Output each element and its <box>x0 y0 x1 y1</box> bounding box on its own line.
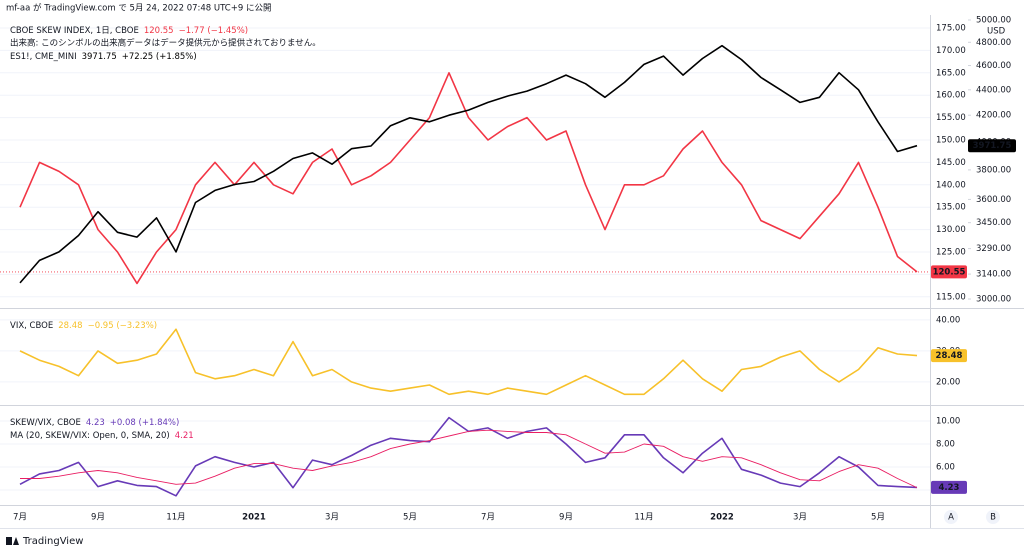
y2-tick-label: 3600.00 <box>976 195 1011 205</box>
x-tick-label: 7月 <box>481 513 495 523</box>
legend-change: +72.25 (+1.85%) <box>122 52 197 62</box>
series-line <box>19 328 918 396</box>
x-tick-label: 11月 <box>634 513 653 523</box>
x-tick-label: 5月 <box>403 513 417 523</box>
last-value-label: 4.23 <box>939 483 960 493</box>
last-value-label: 3971.75 <box>973 141 1012 151</box>
grid <box>0 27 930 491</box>
legend-value: 120.55 <box>144 26 174 36</box>
last-value-box <box>931 349 967 363</box>
y2-tick-label: 5000.00 <box>976 16 1011 26</box>
y-tick-label: 140.00 <box>936 180 966 190</box>
legend-name: ES1!, CME_MINI <box>10 52 77 62</box>
legend-name: MA (20, SKEW/VIX: Open, 0, SMA, 20) <box>10 431 170 441</box>
brand: TradingView <box>22 536 83 547</box>
last-value-label: 120.55 <box>933 267 966 277</box>
y-tick-label: 145.00 <box>936 158 966 168</box>
y2-unit: USD <box>987 27 1006 37</box>
scale-button-label[interactable]: A <box>948 513 954 523</box>
y-tick-label: 135.00 <box>936 203 966 213</box>
y-tick-label: 20.00 <box>936 377 960 387</box>
legend-entry: ES1!, CME_MINI 3971.75 +72.25 (+1.85%) <box>10 52 197 62</box>
y-tick-label: 40.00 <box>936 315 960 325</box>
y-tick-label: 165.00 <box>936 68 966 78</box>
y-tick-label: 155.00 <box>936 113 966 123</box>
x-tick-label: 11月 <box>166 513 185 523</box>
y2-tick-label: 3800.00 <box>976 165 1011 175</box>
last-value-label: 28.48 <box>936 351 963 361</box>
series-line <box>19 44 918 284</box>
legend-value: 4.21 <box>175 431 194 441</box>
y-tick-label: 175.00 <box>936 23 966 33</box>
legend-entry: CBOE SKEW INDEX, 1日, CBOE 120.55 −1.77 (−1… <box>10 26 248 36</box>
x-tick-label: 5月 <box>871 513 885 523</box>
scale-button-label[interactable]: B <box>990 513 996 523</box>
overlays: CBOE SKEW INDEX, 1日, CBOE 120.55 −1.77 (−1… <box>10 26 321 441</box>
plots <box>19 44 918 497</box>
y-tick-label: 160.00 <box>936 91 966 101</box>
last-value-box <box>968 139 1016 153</box>
legend-entry: VIX, CBOE 28.48 −0.95 (−3.23%) <box>10 321 157 331</box>
y2-tick-label: 3000.00 <box>976 295 1011 305</box>
legend-note: 出来高: このシンボルの出来高データはデータ提供元から提供されておりません。 <box>10 38 321 49</box>
scale-button[interactable] <box>986 510 1000 524</box>
legend-name: CBOE SKEW INDEX, 1日, CBOE <box>10 26 139 36</box>
publish-note: mf-aa が TradingView.com で 5月 24, 2022 07… <box>6 3 271 14</box>
legend-change: −1.77 (−1.45%) <box>179 26 249 36</box>
last-value-box <box>931 480 967 494</box>
legend-name: VIX, CBOE <box>10 321 53 331</box>
x-tick-label: 3月 <box>325 513 339 523</box>
y-tick-label: 10.00 <box>936 417 960 427</box>
legend-name: SKEW/VIX, CBOE <box>10 418 81 428</box>
y2-tick-label: 4600.00 <box>976 61 1011 71</box>
y-tick-label: 6.00 <box>936 463 955 473</box>
y2-tick-label: 3290.00 <box>976 244 1011 254</box>
x-tick-label: 9月 <box>559 513 573 523</box>
legend-value: 4.23 <box>86 418 105 428</box>
y-tick-label: 130.00 <box>936 225 966 235</box>
y-tick-label: 150.00 <box>936 135 966 145</box>
legend-entry: MA (20, SKEW/VIX: Open, 0, SMA, 20) 4.21 <box>10 431 194 441</box>
y2-tick-label: 4800.00 <box>976 38 1011 48</box>
series-line <box>19 72 918 285</box>
y2-tick-label: 3140.00 <box>976 270 1011 280</box>
legend-value: 28.48 <box>58 321 82 331</box>
y2-tick-label: 4200.00 <box>976 111 1011 121</box>
logo <box>6 537 19 545</box>
scale-button[interactable] <box>944 510 958 524</box>
y-tick-label: 125.00 <box>936 247 966 257</box>
legend-change: −0.95 (−3.23%) <box>88 321 158 331</box>
y2-tick-label: 4400.00 <box>976 85 1011 95</box>
x-tick-label: 7月 <box>13 513 27 523</box>
x-tick-label: 2021 <box>242 513 266 523</box>
last-value-box <box>931 265 967 279</box>
legend-entry: SKEW/VIX, CBOE 4.23 +0.08 (+1.84%) <box>10 418 179 428</box>
x-tick-label: 3月 <box>793 513 807 523</box>
y-tick-label: 115.00 <box>936 292 966 302</box>
legend-value: 3971.75 <box>82 52 117 62</box>
legend-change: +0.08 (+1.84%) <box>110 418 180 428</box>
series-line <box>20 429 918 489</box>
y-tick-label: 8.00 <box>936 440 955 450</box>
y-tick-label: 170.00 <box>936 46 966 56</box>
x-tick-label: 2022 <box>710 513 734 523</box>
x-tick-label: 9月 <box>91 513 105 523</box>
y2-tick-label: 3450.00 <box>976 218 1011 228</box>
